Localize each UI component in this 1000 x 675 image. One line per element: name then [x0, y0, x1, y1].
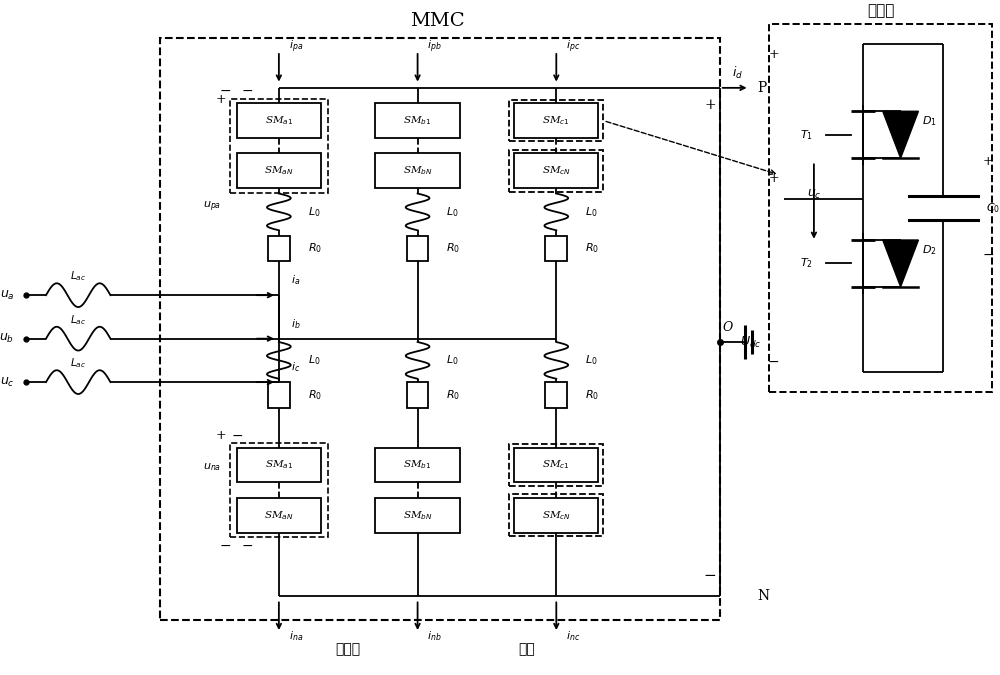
Text: $u_{na}$: $u_{na}$: [203, 462, 221, 473]
Text: SM$_{c1}$: SM$_{c1}$: [542, 114, 570, 127]
Text: SM$_{bN}$: SM$_{bN}$: [403, 509, 432, 522]
Text: SM$_{aN}$: SM$_{aN}$: [264, 165, 294, 177]
Text: +: +: [769, 48, 779, 61]
Bar: [268, 236, 290, 261]
Text: +: +: [704, 98, 716, 111]
Text: 子模块: 子模块: [867, 3, 894, 18]
Text: SM$_{bN}$: SM$_{bN}$: [403, 165, 432, 177]
Text: $u_c$: $u_c$: [0, 375, 14, 389]
Text: 相单元: 相单元: [336, 643, 361, 657]
Text: +: +: [216, 429, 226, 442]
Text: $D_2$: $D_2$: [922, 243, 937, 257]
Text: $L_{ac}$: $L_{ac}$: [70, 269, 86, 283]
Text: $i_a$: $i_a$: [291, 273, 300, 288]
Text: $L_0$: $L_0$: [585, 354, 598, 367]
Text: $L_0$: $L_0$: [308, 205, 320, 219]
Bar: [268, 382, 290, 408]
Bar: [514, 103, 598, 138]
Text: $R_0$: $R_0$: [308, 242, 322, 255]
Bar: [509, 444, 603, 486]
Bar: [407, 236, 428, 261]
Text: $i_{pb}$: $i_{pb}$: [427, 38, 442, 55]
Text: $i_d$: $i_d$: [732, 65, 743, 81]
Text: $D_1$: $D_1$: [922, 114, 937, 128]
Text: $L_0$: $L_0$: [446, 354, 459, 367]
Bar: [375, 153, 460, 188]
Text: $C_0$: $C_0$: [986, 201, 1000, 215]
Text: $R_0$: $R_0$: [446, 242, 460, 255]
Text: $i_c$: $i_c$: [291, 360, 300, 375]
Text: +: +: [983, 155, 993, 168]
Text: MMC: MMC: [410, 12, 465, 30]
Bar: [514, 153, 598, 188]
Text: $T_1$: $T_1$: [800, 128, 813, 142]
Text: $U_{dc}$: $U_{dc}$: [740, 334, 761, 350]
Text: +: +: [769, 173, 779, 186]
Text: $L_{ac}$: $L_{ac}$: [70, 356, 86, 371]
Text: O: O: [723, 321, 733, 333]
Text: $i_b$: $i_b$: [291, 317, 300, 331]
Text: SM$_{a1}$: SM$_{a1}$: [265, 114, 293, 127]
Text: $i_{pa}$: $i_{pa}$: [289, 38, 303, 55]
Bar: [237, 153, 321, 188]
Bar: [514, 448, 598, 483]
Bar: [769, 24, 992, 392]
Text: SM$_{cN}$: SM$_{cN}$: [542, 165, 571, 177]
Text: $L_0$: $L_0$: [446, 205, 459, 219]
Text: 桥臂: 桥臂: [518, 643, 535, 657]
Bar: [545, 382, 567, 408]
Text: $T_2$: $T_2$: [800, 256, 813, 270]
Text: $u_c$: $u_c$: [807, 188, 821, 201]
Polygon shape: [883, 111, 918, 158]
Text: +: +: [216, 93, 226, 107]
Bar: [237, 448, 321, 483]
Bar: [407, 382, 428, 408]
Bar: [230, 99, 328, 193]
Bar: [160, 38, 720, 620]
Bar: [375, 448, 460, 483]
Bar: [509, 100, 603, 141]
Text: $R_0$: $R_0$: [446, 388, 460, 402]
Text: −: −: [241, 84, 253, 98]
Text: SM$_{c1}$: SM$_{c1}$: [542, 458, 570, 471]
Text: −: −: [231, 429, 243, 443]
Text: $R_0$: $R_0$: [585, 388, 599, 402]
Bar: [509, 495, 603, 536]
Text: −: −: [220, 84, 231, 98]
Text: −: −: [704, 569, 716, 583]
Text: $u_b$: $u_b$: [0, 332, 14, 345]
Bar: [230, 443, 328, 537]
Text: N: N: [757, 589, 770, 603]
Text: −: −: [983, 248, 994, 262]
Bar: [545, 236, 567, 261]
Text: P: P: [757, 81, 767, 95]
Text: $L_0$: $L_0$: [308, 354, 320, 367]
Text: $i_{na}$: $i_{na}$: [289, 629, 303, 643]
Text: $u_{pa}$: $u_{pa}$: [203, 199, 221, 214]
Polygon shape: [883, 240, 918, 287]
Text: $L_0$: $L_0$: [585, 205, 598, 219]
Text: $u_a$: $u_a$: [0, 289, 14, 302]
Text: $i_{pc}$: $i_{pc}$: [566, 38, 580, 55]
Text: −: −: [220, 539, 231, 553]
Text: $L_{ac}$: $L_{ac}$: [70, 313, 86, 327]
Text: SM$_{b1}$: SM$_{b1}$: [403, 114, 432, 127]
Text: SM$_{cN}$: SM$_{cN}$: [542, 509, 571, 522]
Text: SM$_{b1}$: SM$_{b1}$: [403, 458, 432, 471]
Bar: [237, 498, 321, 533]
Text: SM$_{a1}$: SM$_{a1}$: [265, 458, 293, 471]
Text: $i_{nb}$: $i_{nb}$: [427, 629, 442, 643]
Text: $R_0$: $R_0$: [585, 242, 599, 255]
Text: −: −: [768, 355, 779, 369]
Text: $i_{nc}$: $i_{nc}$: [566, 629, 580, 643]
Bar: [514, 498, 598, 533]
Bar: [509, 150, 603, 192]
Bar: [375, 498, 460, 533]
Bar: [237, 103, 321, 138]
Text: $R_0$: $R_0$: [308, 388, 322, 402]
Text: −: −: [241, 539, 253, 553]
Text: SM$_{aN}$: SM$_{aN}$: [264, 509, 294, 522]
Bar: [375, 103, 460, 138]
